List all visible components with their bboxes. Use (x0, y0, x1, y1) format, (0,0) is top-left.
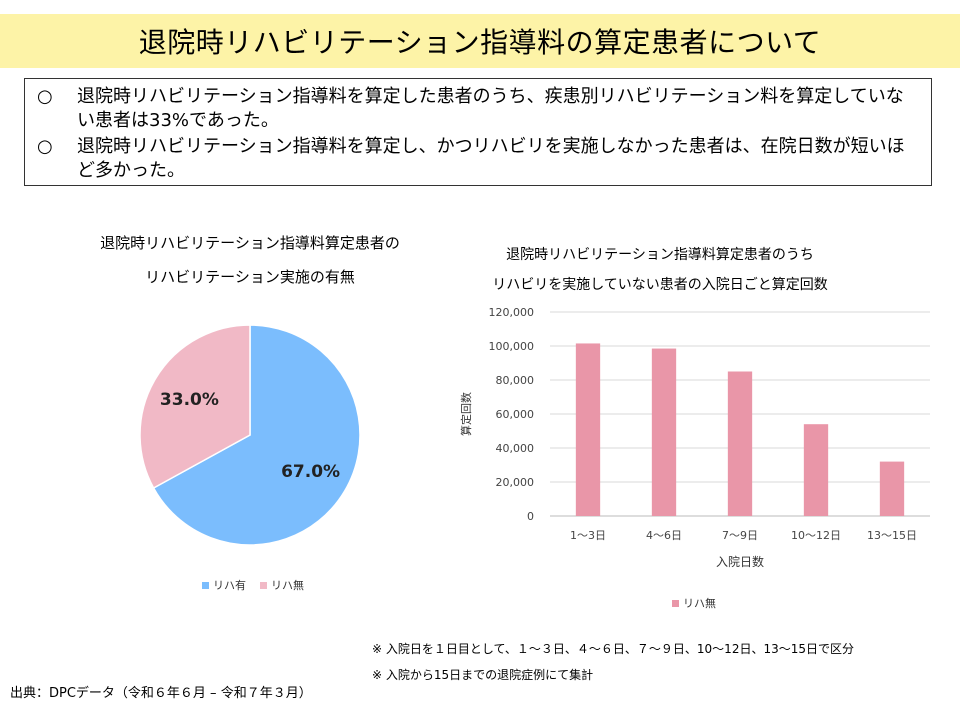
bar-title-line: リハビリを実施していない患者の入院日ごと算定回数 (492, 277, 828, 293)
legend-item: リハ有 (202, 577, 246, 593)
pie-data-label: 67.0% (281, 462, 340, 482)
y-tick-label: 100,000 (489, 340, 535, 353)
summary-item: ○ 退院時リハビリテーション指導料を算定した患者のうち、疾患別リハビリテーション… (35, 85, 921, 133)
bar (575, 343, 601, 516)
bar (879, 461, 905, 516)
bullet-circle: ○ (37, 136, 53, 157)
y-tick-label: 40,000 (496, 442, 535, 455)
legend-swatch-reha-nashi (260, 581, 267, 589)
y-tick-label: 60,000 (496, 408, 535, 421)
legend-item: リハ無 (672, 595, 716, 611)
x-tick-label: 7～9日 (722, 529, 758, 542)
summary-box: ○ 退院時リハビリテーション指導料を算定した患者のうち、疾患別リハビリテーション… (24, 78, 932, 186)
pie-data-label: 33.0% (160, 390, 219, 410)
note: ※ 入院から15日までの退院症例にて集計 (372, 668, 594, 682)
pie-title-line: 退院時リハビリテーション指導料算定患者の (100, 234, 400, 252)
bullet-circle: ○ (37, 86, 53, 107)
bar (651, 348, 677, 516)
legend-swatch-reha-nashi (672, 599, 679, 607)
legend-label: リハ無 (683, 597, 716, 610)
bar-legend: リハ無 (672, 595, 716, 611)
bar-title-line: 退院時リハビリテーション指導料算定患者のうち (506, 247, 814, 263)
y-tick-label: 120,000 (489, 306, 535, 319)
bar (727, 371, 753, 516)
pie-slice (139, 324, 251, 490)
bar-chart-title: 退院時リハビリテーション指導料算定患者のうち リハビリを実施していない患者の入院… (430, 240, 890, 300)
bar (803, 424, 829, 516)
pie-chart-title: 退院時リハビリテーション指導料算定患者の リハビリテーション実施の有無 (40, 226, 460, 294)
pie-title-line: リハビリテーション実施の有無 (145, 268, 355, 286)
source-citation: 出典：DPCデータ（令和６年６月 – 令和７年３月） (10, 686, 312, 701)
summary-text: 退院時リハビリテーション指導料を算定し、かつリハビリを実施しなかった患者は、在院… (77, 136, 905, 181)
x-tick-label: 10～12日 (791, 529, 841, 542)
summary-item: ○ 退院時リハビリテーション指導料を算定し、かつリハビリを実施しなかった患者は、… (35, 135, 921, 183)
x-tick-label: 13～15日 (867, 529, 917, 542)
pie-legend: リハ有 リハ無 (202, 577, 304, 593)
y-tick-label: 0 (527, 510, 534, 523)
y-axis-label: 算定回数 (459, 392, 473, 436)
summary-text: 退院時リハビリテーション指導料を算定した患者のうち、疾患別リハビリテーション料を… (77, 86, 904, 131)
x-axis-label: 入院日数 (716, 554, 764, 569)
y-tick-label: 20,000 (496, 476, 535, 489)
legend-swatch-reha-ari (202, 581, 209, 589)
pie-slice (152, 324, 361, 546)
bar-chart: 0 20,000 40,000 60,000 80,000 100,000 120,000 1… (459, 306, 930, 569)
title-bar: 退院時リハビリテーション指導料の算定患者について (0, 14, 960, 68)
x-tick-label: 4～6日 (646, 529, 682, 542)
y-tick-label: 80,000 (496, 374, 535, 387)
pie-chart: 67.0% 33.0% (139, 324, 361, 546)
legend-label: リハ無 (271, 579, 304, 592)
legend-label: リハ有 (213, 579, 246, 592)
note: ※ 入院日を１日目として、１～３日、４～６日、７～９日、10～12日、13～15… (372, 642, 854, 656)
page-title: 退院時リハビリテーション指導料の算定患者について (138, 26, 822, 59)
legend-item: リハ無 (260, 577, 304, 593)
x-tick-label: 1～3日 (570, 529, 606, 542)
